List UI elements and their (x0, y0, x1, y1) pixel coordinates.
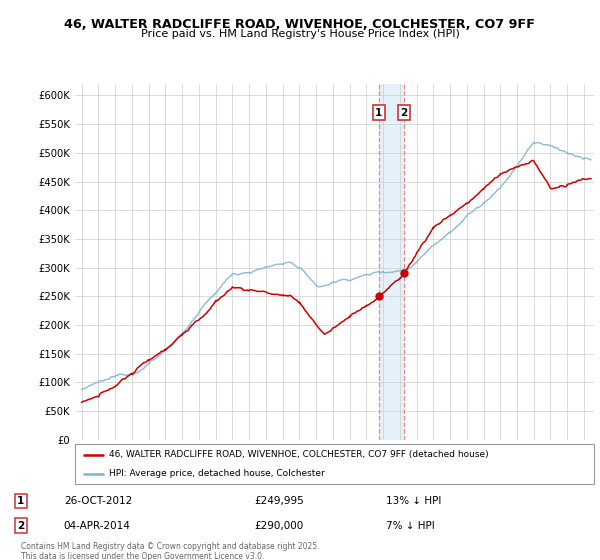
Text: 46, WALTER RADCLIFFE ROAD, WIVENHOE, COLCHESTER, CO7 9FF (detached house): 46, WALTER RADCLIFFE ROAD, WIVENHOE, COL… (109, 450, 488, 459)
Text: 2: 2 (400, 108, 407, 118)
Text: HPI: Average price, detached house, Colchester: HPI: Average price, detached house, Colc… (109, 469, 325, 478)
Text: £290,000: £290,000 (254, 521, 303, 531)
Text: 04-APR-2014: 04-APR-2014 (64, 521, 131, 531)
Text: 46, WALTER RADCLIFFE ROAD, WIVENHOE, COLCHESTER, CO7 9FF: 46, WALTER RADCLIFFE ROAD, WIVENHOE, COL… (65, 18, 536, 31)
Text: 26-OCT-2012: 26-OCT-2012 (64, 496, 132, 506)
Text: 13% ↓ HPI: 13% ↓ HPI (386, 496, 442, 506)
Text: 7% ↓ HPI: 7% ↓ HPI (386, 521, 435, 531)
Text: 1: 1 (17, 496, 24, 506)
Bar (379, 84, 404, 440)
Text: 2: 2 (17, 521, 24, 531)
Text: Contains HM Land Registry data © Crown copyright and database right 2025.
This d: Contains HM Land Registry data © Crown c… (20, 542, 319, 560)
Text: £249,995: £249,995 (254, 496, 304, 506)
Text: Price paid vs. HM Land Registry's House Price Index (HPI): Price paid vs. HM Land Registry's House … (140, 29, 460, 39)
Text: 1: 1 (375, 108, 382, 118)
